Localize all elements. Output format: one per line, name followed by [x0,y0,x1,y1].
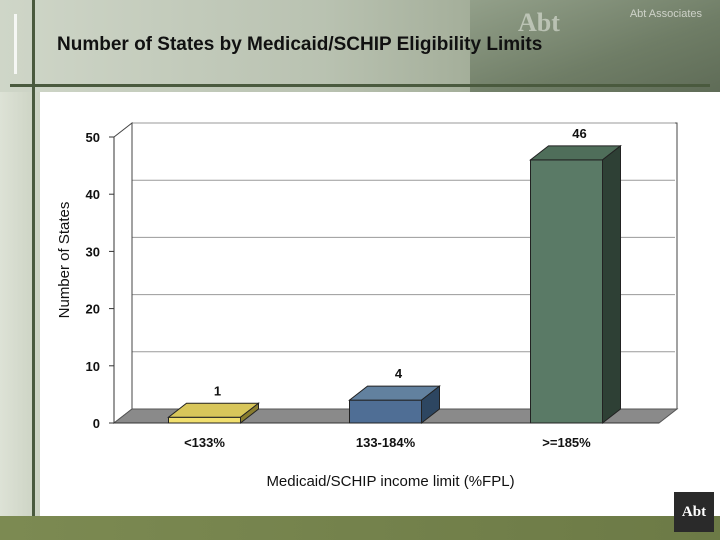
y-tick-label: 20 [86,302,100,317]
y-tick-label: 10 [86,359,100,374]
y-tick-label: 40 [86,187,100,202]
x-tick-label: 133-184% [356,435,416,450]
header-banner: Abt Abt Associates [0,0,720,92]
x-tick-label: >=185% [542,435,591,450]
data-label: 4 [395,366,403,381]
banner-book-logo: Abt [518,8,560,37]
x-tick-label: <133% [184,435,225,450]
slide-title: Number of States by Medicaid/SCHIP Eligi… [57,34,543,55]
header-accent [14,14,17,74]
bar-front [349,399,422,424]
frame-line-vertical [32,0,35,516]
bar-side [602,144,621,425]
y-axis-title: Number of States [56,202,73,319]
frame-line-horizontal [10,84,710,87]
x-axis-title: Medicaid/SCHIP income limit (%FPL) [266,473,514,490]
footer-bar [0,516,720,540]
footer-logo: Abt [674,492,714,532]
y-tick-label: 30 [86,244,100,259]
banner-book-image [470,0,720,92]
chart-side-wall [113,121,133,425]
y-tick-label: 50 [86,130,100,145]
bar-front [168,416,241,424]
data-label: 1 [214,383,221,398]
company-name: Abt Associates [629,8,702,20]
bar-front [530,159,603,424]
y-tick-label: 0 [93,416,100,431]
data-label: 46 [572,126,586,141]
bar-side [240,402,259,425]
bar-side [421,385,440,425]
